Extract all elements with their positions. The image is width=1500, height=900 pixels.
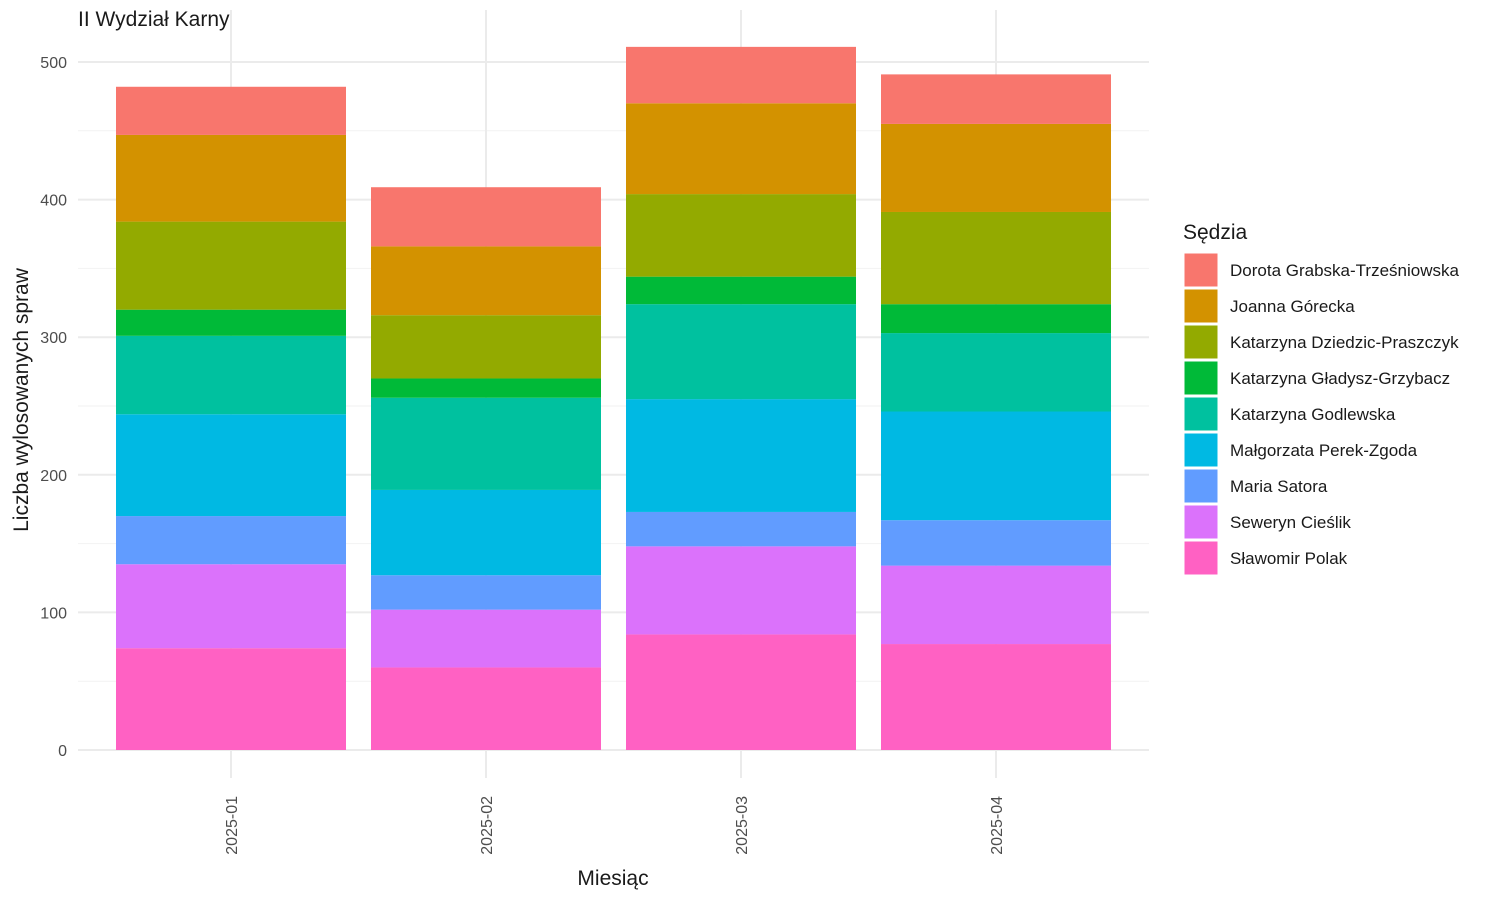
- bar-segment: [371, 187, 601, 247]
- bar-segment: [881, 411, 1111, 521]
- legend-label: Joanna Górecka: [1230, 297, 1355, 316]
- y-tick-label: 100: [40, 605, 67, 622]
- bar-segment: [881, 74, 1111, 124]
- bar-segment: [881, 211, 1111, 305]
- legend-label: Katarzyna Dziedzic-Praszczyk: [1230, 333, 1459, 352]
- bar-segment: [881, 644, 1111, 750]
- x-axis-ticks: 2025-01 2025-02 2025-03 2025-04: [224, 796, 1006, 855]
- bar-segment: [626, 546, 856, 635]
- bar-segment: [626, 511, 856, 547]
- bar-segment: [371, 575, 601, 610]
- bar-segment: [881, 333, 1111, 412]
- bar-segment: [116, 516, 346, 565]
- chart-title: II Wydział Karny: [78, 8, 230, 31]
- bar-segment: [881, 304, 1111, 334]
- y-tick-label: 500: [40, 55, 67, 72]
- legend-label: Małgorzata Perek-Zgoda: [1230, 441, 1418, 460]
- bar-segment: [116, 86, 346, 135]
- bar-segment: [626, 194, 856, 277]
- legend-key: [1183, 252, 1219, 288]
- x-tick-label: 2025-01: [224, 796, 241, 855]
- legend-label: Dorota Grabska-Trześniowska: [1230, 261, 1459, 280]
- bar-segment: [371, 246, 601, 316]
- legend-key: [1183, 468, 1219, 504]
- x-tick-label: 2025-03: [734, 796, 751, 855]
- y-tick-label: 300: [40, 330, 67, 347]
- y-tick-label: 200: [40, 468, 67, 485]
- bar-segment: [371, 315, 601, 379]
- legend-key: [1183, 432, 1219, 468]
- bar-segment: [371, 609, 601, 668]
- legend-key: [1183, 504, 1219, 540]
- legend-label: Maria Satora: [1230, 477, 1328, 496]
- bar-segment: [626, 46, 856, 104]
- y-tick-label: 400: [40, 193, 67, 210]
- bar-segment: [116, 564, 346, 649]
- legend: Sędzia Dorota Grabska-Trześniowska Joanna…: [1183, 221, 1459, 576]
- bar-segment: [371, 397, 601, 490]
- bar-segment: [881, 123, 1111, 212]
- bar-segment: [116, 648, 346, 750]
- legend-label: Katarzyna Gładysz-Grzybacz: [1230, 369, 1450, 388]
- legend-label: Sławomir Polak: [1230, 549, 1348, 568]
- bar-segment: [881, 565, 1111, 645]
- legend-title: Sędzia: [1183, 221, 1248, 244]
- bar-segment: [626, 103, 856, 195]
- y-tick-label: 0: [58, 743, 67, 760]
- x-tick-label: 2025-02: [479, 796, 496, 855]
- bar-segment: [371, 378, 601, 398]
- legend-key: [1183, 360, 1219, 396]
- bar-segment: [116, 309, 346, 336]
- legend-key: [1183, 540, 1219, 576]
- legend-key: [1183, 288, 1219, 324]
- bars: [116, 46, 1111, 750]
- x-tick-label: 2025-04: [989, 796, 1006, 855]
- bar-segment: [116, 134, 346, 222]
- bar-segment: [116, 414, 346, 517]
- bar-segment: [116, 335, 346, 415]
- bar-segment: [881, 520, 1111, 566]
- bar-segment: [626, 304, 856, 400]
- legend-label: Katarzyna Godlewska: [1230, 405, 1396, 424]
- legend-key: [1183, 324, 1219, 360]
- bar-segment: [626, 634, 856, 750]
- bar-segment: [626, 276, 856, 305]
- y-axis-title: Liczba wylosowanych spraw: [10, 267, 33, 532]
- x-axis-title: Miesiąc: [577, 867, 648, 890]
- bar-segment: [116, 221, 346, 310]
- bar-segment: [371, 667, 601, 750]
- y-axis-ticks: 0 100 200 300 400 500: [40, 55, 67, 760]
- legend-key: [1183, 396, 1219, 432]
- bar-segment: [371, 489, 601, 576]
- bar-segment: [626, 399, 856, 512]
- legend-label: Seweryn Cieślik: [1230, 513, 1351, 532]
